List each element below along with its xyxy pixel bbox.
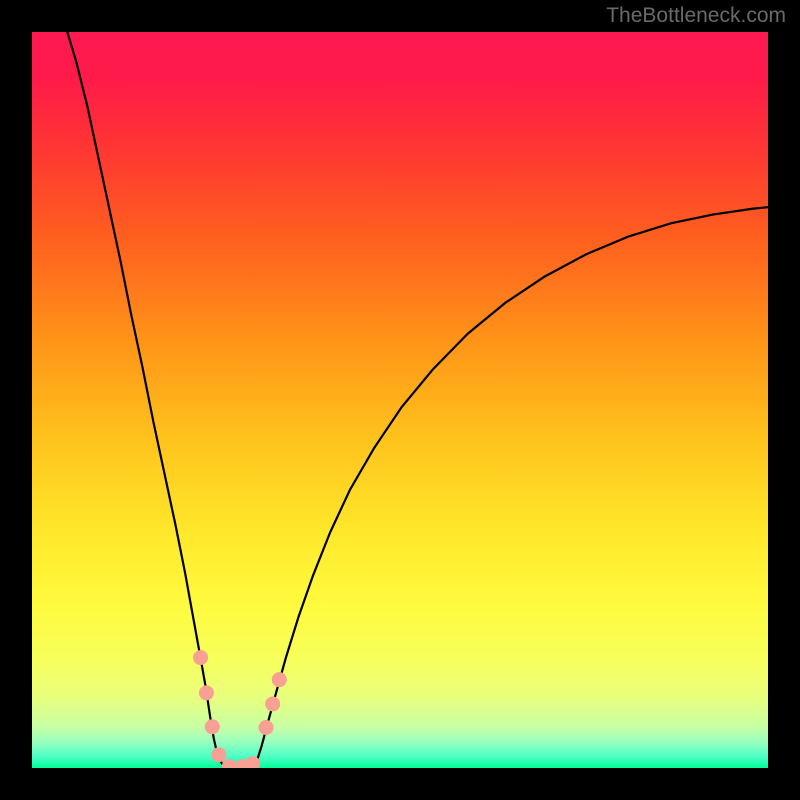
watermark-text: TheBottleneck.com xyxy=(606,4,786,28)
marker-point xyxy=(205,719,220,734)
chart-svg xyxy=(32,32,768,768)
marker-point xyxy=(211,747,226,762)
chart-plot-area xyxy=(32,32,768,768)
marker-point xyxy=(265,696,280,711)
curve-right xyxy=(253,207,768,768)
marker-point xyxy=(272,672,287,687)
marker-point xyxy=(193,650,208,665)
marker-point xyxy=(222,759,237,768)
marker-point xyxy=(259,720,274,735)
marker-point xyxy=(199,685,214,700)
